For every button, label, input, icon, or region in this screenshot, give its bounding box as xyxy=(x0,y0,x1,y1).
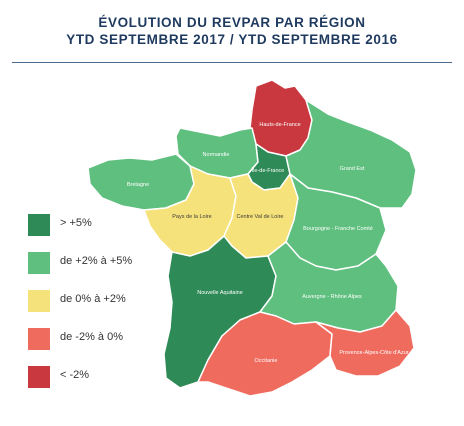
region-provence-alpes-cote-dazur xyxy=(315,309,415,377)
legend-label: de 0% à +2% xyxy=(60,293,126,305)
legend-label: > +5% xyxy=(60,217,92,229)
legend-label: de -2% à 0% xyxy=(60,331,123,343)
region-label-provence-alpes-cote-dazur: Provence-Alpes-Côte d'Azur xyxy=(339,350,408,356)
legend-item-below-minus2: < -2% xyxy=(28,366,188,388)
legend-swatch xyxy=(28,252,50,274)
legend-label: < -2% xyxy=(60,369,90,381)
legend-swatch xyxy=(28,290,50,312)
legend-item-2-to-5: de +2% à +5% xyxy=(28,252,188,274)
region-label-bretagne: Bretagne xyxy=(127,182,149,188)
legend-item-minus2-to-0: de -2% à 0% xyxy=(28,328,188,350)
region-label-hauts-de-france: Hauts-de-France xyxy=(259,122,300,128)
region-label-bourgogne-franche-comte: Bourgogne - Franche Comté xyxy=(303,226,373,232)
title-line-1: ÉVOLUTION DU REVPAR PAR RÉGION xyxy=(98,15,366,30)
region-label-grand-est: Grand Est xyxy=(340,166,365,172)
title-line-2: YTD SEPTEMBRE 2017 / YTD SEPTEMBRE 2016 xyxy=(66,32,398,47)
map-title: ÉVOLUTION DU REVPAR PAR RÉGION YTD SEPTE… xyxy=(0,14,464,48)
legend-label: de +2% à +5% xyxy=(60,255,133,267)
region-label-normandie: Normandie xyxy=(203,152,230,158)
region-label-centre-val-de-loire: Centre Val de Loire xyxy=(237,214,284,220)
legend-swatch xyxy=(28,328,50,350)
region-label-auvergne-rhone-alpes: Auvergne - Rhône Alpes xyxy=(302,294,362,300)
legend-swatch xyxy=(28,214,50,236)
title-divider xyxy=(12,62,452,63)
region-label-occitanie: Occitanie xyxy=(255,358,278,364)
legend-item-above-5: > +5% xyxy=(28,214,188,236)
region-label-ile-de-france: Île-de-France xyxy=(251,167,285,174)
region-label-nouvelle-aquitaine: Nouvelle Aquitaine xyxy=(197,290,243,296)
legend-swatch xyxy=(28,366,50,388)
legend-item-0-to-2: de 0% à +2% xyxy=(28,290,188,312)
region-label-pays-de-la-loire: Pays de la Loire xyxy=(172,214,211,220)
france-region-map: Hauts-de-France Normandie Île-de-France … xyxy=(80,70,440,426)
